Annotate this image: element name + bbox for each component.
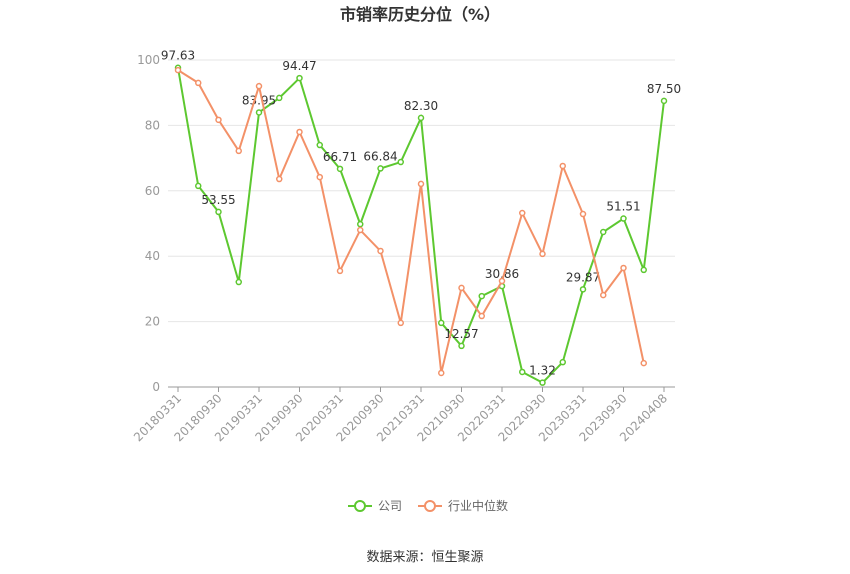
point: [377, 247, 384, 255]
point: [276, 94, 283, 102]
y-tick-label: 20: [145, 315, 160, 329]
legend-item: 公司: [348, 499, 402, 513]
legend-item: 行业中位数: [418, 498, 508, 513]
point: [316, 141, 323, 149]
point: [357, 220, 364, 228]
point: [276, 175, 283, 183]
series-line: [177, 69, 645, 374]
value-label: 1.32: [529, 364, 556, 378]
y-tick-label: 100: [137, 53, 160, 67]
point: [519, 368, 526, 376]
point: [579, 286, 587, 293]
value-label: 82.30: [404, 99, 438, 113]
value-label: 66.71: [323, 150, 357, 164]
point: [539, 379, 546, 386]
point: [377, 165, 384, 172]
point: [438, 369, 445, 377]
point: [640, 266, 647, 274]
value-label: 53.55: [201, 193, 235, 207]
point: [539, 250, 546, 258]
point: [336, 267, 344, 275]
point: [397, 158, 404, 166]
point: [660, 97, 668, 105]
value-label: 66.84: [363, 149, 397, 163]
value-label: 97.63: [161, 49, 195, 63]
point: [235, 147, 242, 155]
y-tick-label: 80: [145, 118, 160, 132]
point: [600, 228, 607, 236]
legend-label: 行业中位数: [448, 498, 508, 513]
value-label: 29.87: [566, 270, 600, 284]
point: [397, 319, 404, 327]
y-tick-label: 40: [145, 249, 160, 263]
point: [559, 358, 566, 366]
point: [458, 284, 465, 292]
point: [519, 209, 526, 217]
legend-label: 公司: [378, 499, 402, 513]
chart-title: 市销率历史分位（%）: [340, 5, 500, 24]
point: [357, 226, 364, 234]
value-label: 51.51: [606, 200, 640, 214]
point: [195, 79, 202, 87]
point: [296, 128, 303, 136]
y-tick-label: 0: [152, 380, 160, 394]
point: [296, 74, 303, 82]
value-label: 83.95: [242, 93, 276, 107]
point: [438, 319, 445, 327]
legend-marker: [424, 500, 436, 512]
point: [640, 359, 647, 367]
point: [417, 114, 425, 122]
source: 数据来源：恒生聚源: [366, 550, 483, 565]
point: [316, 173, 323, 181]
point: [579, 210, 587, 218]
point: [195, 182, 202, 190]
point: [478, 312, 485, 320]
point: [215, 116, 222, 124]
point: [559, 162, 566, 170]
value-label: 12.57: [444, 327, 478, 341]
point: [478, 292, 485, 300]
y-tick-label: 60: [145, 184, 160, 198]
point: [620, 264, 627, 272]
point: [255, 109, 263, 116]
point: [620, 215, 627, 222]
point: [498, 277, 506, 285]
point: [600, 291, 607, 299]
value-label: 87.50: [647, 82, 681, 96]
point: [458, 342, 465, 350]
point: [255, 82, 263, 90]
legend-marker: [354, 500, 366, 512]
point: [336, 165, 344, 173]
point: [417, 180, 425, 188]
point: [215, 208, 222, 216]
value-label: 94.47: [282, 59, 316, 73]
point: [235, 278, 242, 286]
point: [174, 66, 182, 74]
value-label: 30.86: [485, 267, 519, 281]
